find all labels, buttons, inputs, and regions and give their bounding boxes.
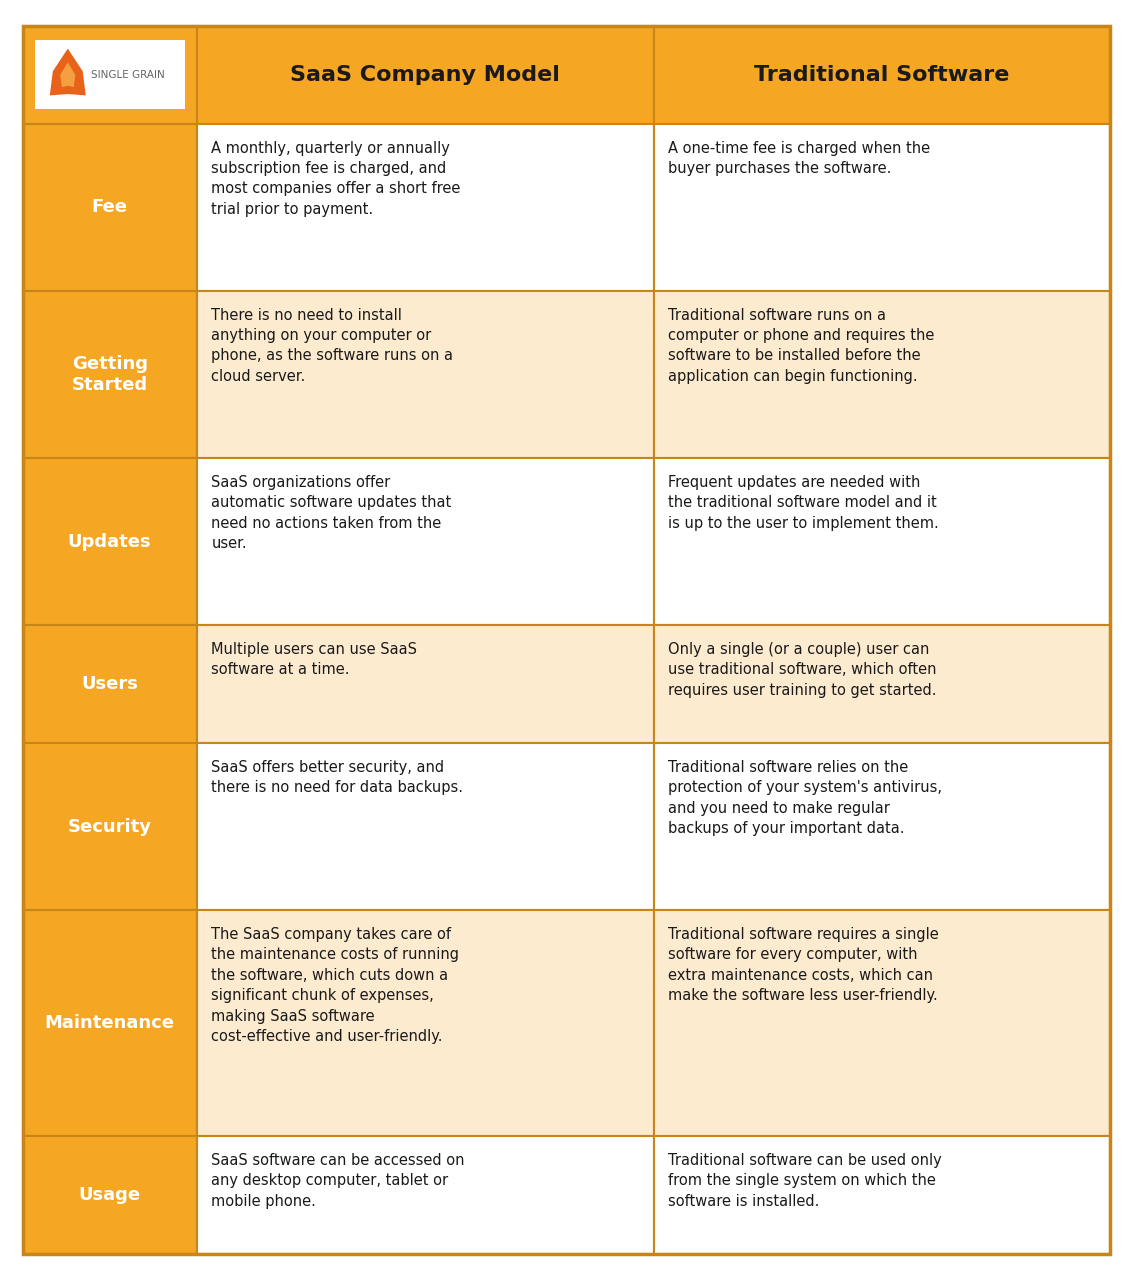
Text: Only a single (or a couple) user can
use traditional software, which often
requi: Only a single (or a couple) user can use… bbox=[668, 641, 937, 698]
Text: SaaS software can be accessed on
any desktop computer, tablet or
mobile phone.: SaaS software can be accessed on any des… bbox=[212, 1153, 465, 1208]
Text: A monthly, quarterly or annually
subscription fee is charged, and
most companies: A monthly, quarterly or annually subscri… bbox=[212, 141, 461, 216]
Bar bbox=[654, 910, 1110, 1137]
Text: Getting
Started: Getting Started bbox=[71, 355, 147, 394]
Text: Usage: Usage bbox=[78, 1187, 140, 1204]
Text: Security: Security bbox=[68, 818, 152, 836]
Text: SaaS organizations offer
automatic software updates that
need no actions taken f: SaaS organizations offer automatic softw… bbox=[212, 475, 452, 550]
Bar bbox=[654, 124, 1110, 291]
Text: SaaS offers better security, and
there is no need for data backups.: SaaS offers better security, and there i… bbox=[212, 760, 463, 795]
Text: Frequent updates are needed with
the traditional software model and it
is up to : Frequent updates are needed with the tra… bbox=[668, 475, 939, 531]
Bar bbox=[197, 744, 654, 910]
Bar bbox=[23, 291, 197, 458]
Bar bbox=[654, 458, 1110, 625]
Text: There is no need to install
anything on your computer or
phone, as the software : There is no need to install anything on … bbox=[212, 307, 453, 384]
Bar bbox=[23, 910, 197, 1137]
Bar bbox=[654, 625, 1110, 744]
Text: Users: Users bbox=[82, 676, 138, 694]
Bar bbox=[197, 26, 654, 124]
Text: Multiple users can use SaaS
software at a time.: Multiple users can use SaaS software at … bbox=[212, 641, 417, 677]
Bar bbox=[197, 124, 654, 291]
Bar bbox=[23, 26, 197, 124]
Text: Maintenance: Maintenance bbox=[44, 1014, 174, 1033]
Polygon shape bbox=[50, 49, 86, 96]
Text: Traditional software runs on a
computer or phone and requires the
software to be: Traditional software runs on a computer … bbox=[668, 307, 935, 384]
Bar bbox=[23, 1137, 197, 1254]
Bar bbox=[654, 26, 1110, 124]
Bar bbox=[197, 910, 654, 1137]
Text: Traditional software relies on the
protection of your system's antivirus,
and yo: Traditional software relies on the prote… bbox=[668, 760, 943, 836]
Text: Traditional software can be used only
from the single system on which the
softwa: Traditional software can be used only fr… bbox=[668, 1153, 942, 1208]
Bar bbox=[197, 291, 654, 458]
Bar bbox=[654, 1137, 1110, 1254]
Text: SINGLE GRAIN: SINGLE GRAIN bbox=[91, 69, 164, 79]
Text: A one-time fee is charged when the
buyer purchases the software.: A one-time fee is charged when the buyer… bbox=[668, 141, 930, 175]
Bar bbox=[654, 744, 1110, 910]
Polygon shape bbox=[60, 63, 75, 87]
Text: Traditional Software: Traditional Software bbox=[755, 65, 1010, 84]
Text: SaaS Company Model: SaaS Company Model bbox=[290, 65, 560, 84]
Bar bbox=[197, 458, 654, 625]
Bar bbox=[35, 41, 185, 109]
Bar bbox=[197, 1137, 654, 1254]
Bar bbox=[23, 124, 197, 291]
Text: The SaaS company takes care of
the maintenance costs of running
the software, wh: The SaaS company takes care of the maint… bbox=[212, 927, 459, 1044]
Text: Updates: Updates bbox=[68, 532, 152, 550]
Bar bbox=[197, 625, 654, 744]
Bar bbox=[23, 744, 197, 910]
Bar bbox=[654, 291, 1110, 458]
Text: Fee: Fee bbox=[92, 198, 128, 216]
Text: Traditional software requires a single
software for every computer, with
extra m: Traditional software requires a single s… bbox=[668, 927, 939, 1004]
Bar bbox=[23, 458, 197, 625]
Bar bbox=[23, 625, 197, 744]
